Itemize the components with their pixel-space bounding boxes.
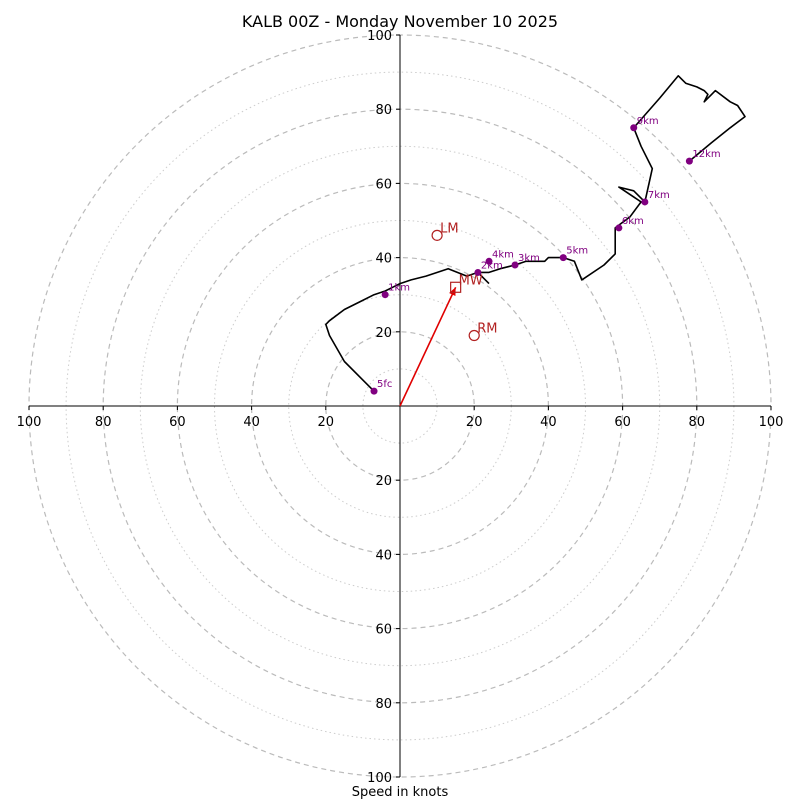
y-tick-label: 100 [367,771,392,786]
level-label: 6km [622,216,644,227]
y-tick-label: 60 [375,623,392,638]
level-label: 4km [492,249,514,260]
x-tick-label: 80 [689,415,706,430]
vector-shaft [399,286,457,407]
x-tick-label: 80 [95,415,112,430]
level-label: 7km [648,190,670,201]
x-tick-label: 20 [318,415,335,430]
x-tick-label: 40 [243,415,260,430]
level-point [485,257,493,265]
level-point [615,224,623,232]
storm-label-mw: MW [459,273,483,288]
y-tick-label: 20 [375,326,392,341]
level-label: 3km [518,253,540,264]
level-point [685,157,693,165]
x-tick-label: 100 [17,415,42,430]
level-label: 5fc [377,379,392,390]
chart-title: KALB 00Z - Monday November 10 2025 [242,12,558,31]
y-tick-label: 60 [375,177,392,192]
level-point [511,261,519,269]
x-tick-label: 100 [759,415,784,430]
y-tick-label: 40 [375,252,392,267]
height-level-markers: 5fc 1km 2km 3km 4km 5km 6km 7km 9km 12km [370,116,721,395]
storm-marker-lm [431,229,443,241]
hodograph-line [324,75,746,392]
storm-marker-rm [468,329,480,342]
level-label: 5km [566,246,588,257]
storm-motion-markers: LM RM MW [431,221,497,342]
level-label: 9km [637,116,659,127]
x-tick-label: 40 [540,415,557,430]
level-label: 1km [388,283,410,294]
mean-wind-vector [399,286,457,407]
level-label: 2km [481,260,503,271]
axis-ticks: 100 80 60 40 20 20 40 60 80 100 100 80 60 40 20 20 40 60 8… [17,29,784,786]
x-tick-label: 60 [614,415,631,430]
x-tick-label: 20 [466,415,483,430]
level-label: 12km [692,149,720,160]
level-point [630,124,638,132]
level-point [381,291,389,299]
y-tick-label: 100 [367,29,392,44]
level-point [474,268,482,276]
vector-arrowhead [449,287,456,297]
x-tick-label: 60 [169,415,186,430]
y-tick-label: 80 [375,103,392,118]
y-tick-label: 80 [375,697,392,712]
storm-marker-mw [450,281,462,293]
storm-label-lm: LM [440,221,458,236]
level-point [370,387,378,395]
y-tick-label: 40 [375,548,392,563]
level-point [641,198,649,206]
level-point [559,254,567,262]
storm-label-rm: RM [477,322,497,337]
y-tick-label: 20 [375,474,392,489]
x-axis-label: Speed in knots [352,785,449,800]
